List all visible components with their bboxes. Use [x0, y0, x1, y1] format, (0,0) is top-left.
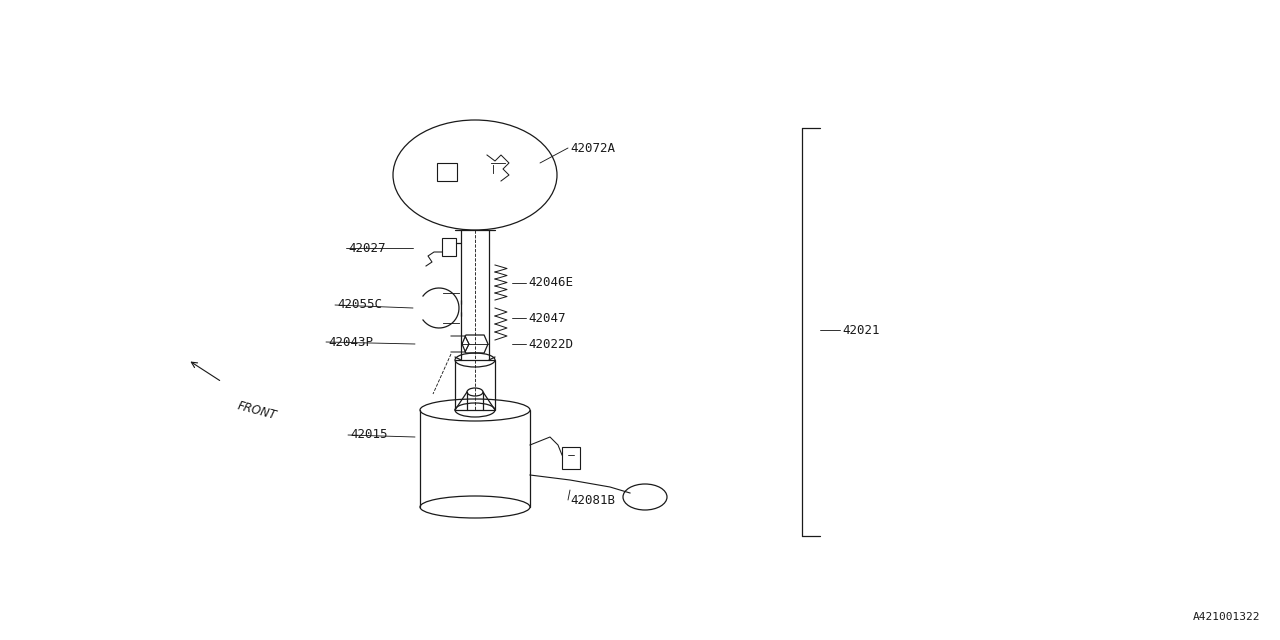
Text: 42022D: 42022D: [529, 337, 573, 351]
Bar: [442, 238, 456, 256]
Text: 42015: 42015: [349, 429, 388, 442]
Text: 42055C: 42055C: [337, 298, 381, 312]
Text: A421001322: A421001322: [1193, 612, 1260, 622]
Text: 42081B: 42081B: [570, 493, 614, 506]
Text: FRONT: FRONT: [236, 399, 278, 422]
Bar: [454, 360, 495, 410]
Text: 42047: 42047: [529, 312, 566, 324]
Text: 42043P: 42043P: [328, 335, 372, 349]
Text: 42027: 42027: [348, 241, 385, 255]
Text: 42072A: 42072A: [570, 141, 614, 154]
Text: 42046E: 42046E: [529, 276, 573, 289]
Text: 42021: 42021: [842, 323, 879, 337]
Bar: [436, 163, 457, 181]
Bar: [562, 447, 580, 469]
